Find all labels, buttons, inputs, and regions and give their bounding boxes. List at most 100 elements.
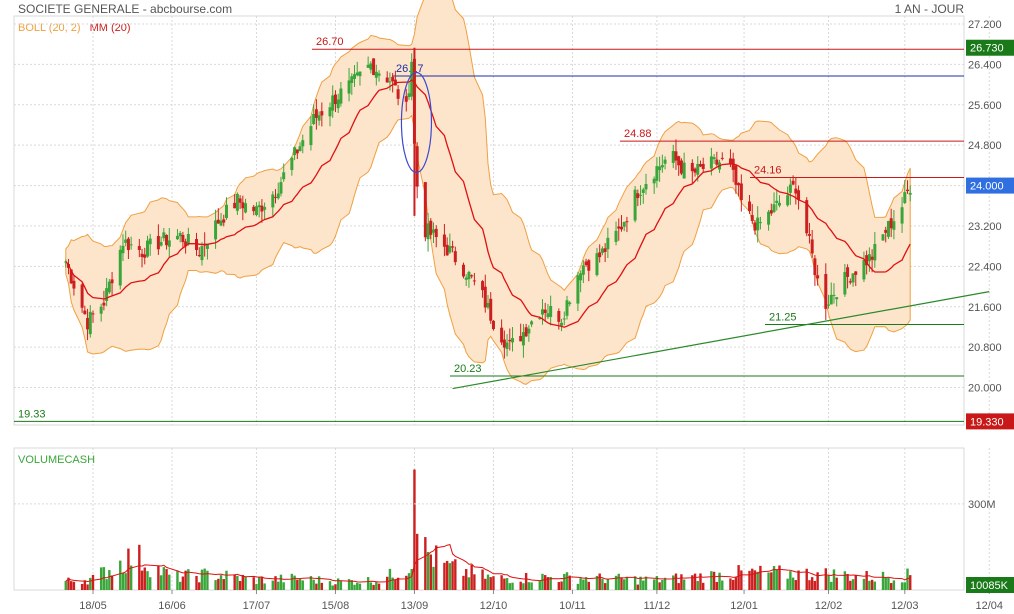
moving-average-line xyxy=(65,79,911,328)
volume-bar xyxy=(429,554,432,590)
candle-body xyxy=(491,320,495,330)
candle-body xyxy=(633,189,637,221)
volume-bar xyxy=(200,569,204,590)
candle-body xyxy=(748,201,752,212)
volume-bar xyxy=(489,577,492,590)
candle-body xyxy=(336,99,340,109)
candle-body xyxy=(734,165,738,185)
volume-bar xyxy=(696,580,699,590)
candle-body xyxy=(502,339,506,348)
candle-body xyxy=(835,297,839,300)
candle-body xyxy=(233,202,237,209)
volume-bar xyxy=(462,575,465,590)
candle-body xyxy=(658,166,662,171)
volume-bar xyxy=(217,578,220,590)
candle-body xyxy=(263,207,267,210)
date-tick-label: 11/12 xyxy=(644,600,671,612)
volume-bar xyxy=(884,577,887,590)
volume-bar xyxy=(206,570,209,590)
volume-tag-box xyxy=(966,577,1014,593)
volume-bar xyxy=(843,571,847,590)
candle-body xyxy=(461,264,465,277)
candle-body xyxy=(156,236,160,250)
candle-body xyxy=(472,280,476,282)
volume-bar xyxy=(70,581,73,590)
candle-body xyxy=(696,163,700,175)
volume-bar xyxy=(492,576,495,590)
candle-body xyxy=(355,72,359,76)
volume-bar xyxy=(606,579,610,590)
candle-body xyxy=(639,194,643,196)
candle-body xyxy=(655,166,659,181)
candle-body xyxy=(671,150,675,163)
volume-bar xyxy=(279,574,283,590)
volume-bar xyxy=(748,570,751,590)
volume-bar xyxy=(157,565,160,590)
volume-bar xyxy=(546,577,550,590)
candle-body xyxy=(244,203,248,213)
volume-bar xyxy=(252,577,255,590)
volume-bar xyxy=(674,573,678,590)
volume-bar xyxy=(576,583,580,590)
volume-bar xyxy=(448,563,452,590)
date-tick-label: 17/07 xyxy=(243,600,271,612)
candle-body xyxy=(254,206,258,216)
volume-legend-label: VOLUMECASH xyxy=(18,454,95,466)
candle-body xyxy=(91,313,95,315)
candle-body xyxy=(110,279,114,284)
candle-body xyxy=(540,309,544,315)
volume-bar xyxy=(560,581,563,590)
candle-body xyxy=(538,318,542,320)
candle-body xyxy=(445,244,449,256)
level-label: 20.23 xyxy=(454,363,482,375)
candle-body xyxy=(843,271,847,295)
volume-bar xyxy=(620,577,623,590)
volume-bar xyxy=(165,569,168,590)
candle-body xyxy=(767,211,771,225)
volume-bar xyxy=(375,581,378,590)
candle-body xyxy=(224,204,228,219)
volume-bar xyxy=(277,581,280,590)
candle-body xyxy=(614,230,618,242)
candle-body xyxy=(753,222,757,231)
candle-body xyxy=(508,339,512,342)
volume-bar xyxy=(718,572,721,590)
candle-body xyxy=(328,107,332,117)
candle-body xyxy=(314,109,318,118)
volume-bar xyxy=(791,577,795,590)
volume-bar xyxy=(715,581,719,590)
candle-body xyxy=(549,305,553,317)
candle-body xyxy=(794,188,798,194)
candle-body xyxy=(530,321,534,325)
date-tick-label: 16/06 xyxy=(158,600,186,612)
candle-body xyxy=(701,163,705,170)
volume-bar xyxy=(851,579,855,590)
volume-bar xyxy=(633,576,637,590)
candle-body xyxy=(391,76,395,82)
candle-body xyxy=(690,162,694,172)
volume-bar xyxy=(451,561,454,590)
candle-body xyxy=(824,273,828,309)
volume-bar xyxy=(892,580,896,590)
volume-bar xyxy=(162,567,166,590)
candle-body xyxy=(848,281,852,283)
volume-bar xyxy=(405,575,408,590)
volume-bar xyxy=(652,579,656,590)
candle-body xyxy=(282,172,286,180)
volume-bar xyxy=(582,579,585,590)
volume-bar xyxy=(712,571,716,590)
volume-bar xyxy=(110,575,114,590)
volume-bar xyxy=(865,571,868,590)
volume-bar xyxy=(445,560,449,590)
candle-body xyxy=(105,288,109,302)
volume-bar xyxy=(625,576,629,590)
candle-body xyxy=(900,207,904,224)
price-tick-label: 26.400 xyxy=(968,59,1002,71)
candle-body xyxy=(600,248,604,253)
candle-body xyxy=(483,286,487,308)
level-label: 21.25 xyxy=(769,311,797,323)
candle-body xyxy=(118,249,122,286)
volume-bar xyxy=(524,572,528,590)
candle-body xyxy=(519,335,523,342)
volume-bar xyxy=(887,577,890,590)
